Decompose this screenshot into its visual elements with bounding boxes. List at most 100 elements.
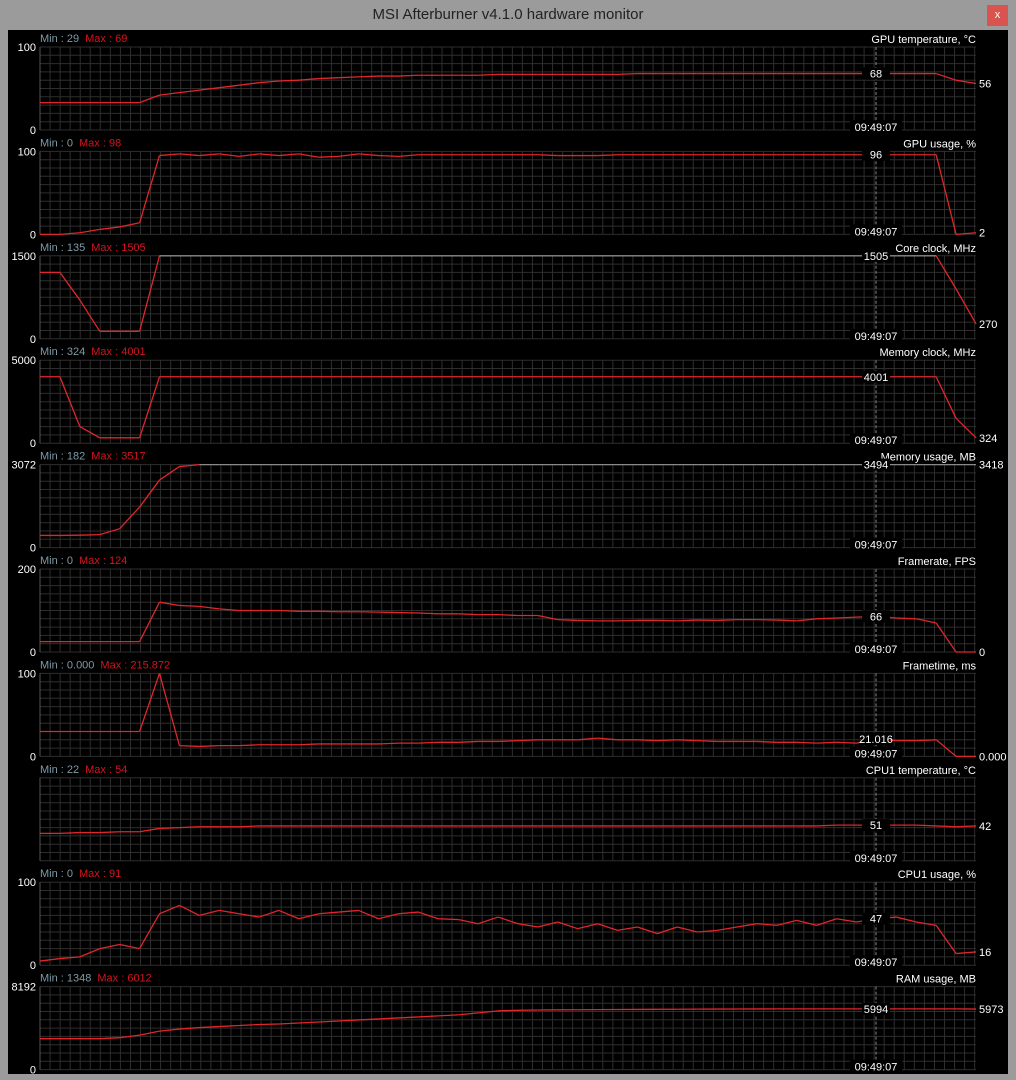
series-segment xyxy=(79,533,100,536)
series-segment xyxy=(239,913,260,918)
series-segment xyxy=(278,909,300,920)
series-segment xyxy=(955,79,977,85)
series-segment xyxy=(119,1034,140,1039)
series-segment xyxy=(358,153,379,157)
current-value: 0 xyxy=(979,647,985,659)
graph-title: CPU1 temperature, °C xyxy=(866,765,976,777)
time-label-bg xyxy=(850,537,902,550)
series-segment xyxy=(119,222,140,228)
series-segment xyxy=(836,741,857,744)
series-segment xyxy=(278,1022,299,1025)
series-segment xyxy=(935,924,957,954)
series-segment xyxy=(159,904,180,915)
series-segment xyxy=(159,153,180,157)
series-segment xyxy=(498,1009,518,1012)
series-segment xyxy=(158,673,181,746)
min-label: Min : 0 Max : 91 xyxy=(40,868,121,880)
min-value: Min : 0 xyxy=(40,555,73,567)
cursor-value: 21.016 xyxy=(859,734,893,746)
time-label-bg xyxy=(850,120,902,132)
axis-max-label: 100 xyxy=(18,668,36,680)
series-segment xyxy=(239,153,260,158)
series-segment xyxy=(358,75,379,78)
series-segment xyxy=(677,619,698,622)
series-segment xyxy=(498,614,518,617)
series-segment xyxy=(239,825,260,828)
series-segment xyxy=(219,153,240,158)
min-label: Min : 182 Max : 3517 xyxy=(40,451,146,463)
series-segment xyxy=(378,913,399,920)
series-segment xyxy=(935,72,957,81)
series-segment xyxy=(298,913,319,920)
series-segment xyxy=(219,909,240,915)
series-segment xyxy=(59,272,81,301)
series-segment xyxy=(139,913,161,949)
series-segment xyxy=(916,921,937,927)
hardware-monitor-graphs[interactable]: Min : 29 Max : 69 GPU temperature, °C 100 0 6… xyxy=(8,30,1008,1077)
series-segment xyxy=(956,951,977,955)
series-segment xyxy=(239,744,260,747)
graph-title: CPU1 usage, % xyxy=(898,869,976,881)
min-value: Min : 324 xyxy=(40,346,85,358)
series-segment xyxy=(138,255,161,332)
series-segment xyxy=(836,616,857,619)
series-segment xyxy=(418,612,439,615)
series-segment xyxy=(916,618,937,624)
series-segment xyxy=(338,909,359,913)
min-label: Min : 22 Max : 54 xyxy=(40,764,127,776)
series-segment xyxy=(677,739,698,742)
series-segment xyxy=(199,744,220,748)
min-label: Min : 0 Max : 98 xyxy=(40,137,121,149)
cursor-value: 96 xyxy=(870,150,882,162)
min-value: Min : 0 xyxy=(40,137,73,149)
min-value: Min : 1348 xyxy=(40,973,91,985)
title-bar[interactable]: MSI Afterburner v4.1.0 hardware monitor … xyxy=(0,0,1016,30)
series-segment xyxy=(159,92,180,96)
series-segment xyxy=(796,741,817,744)
series-segment xyxy=(358,1018,379,1021)
series-segment xyxy=(577,923,598,930)
series-segment xyxy=(139,1030,160,1036)
series-segment xyxy=(756,923,777,927)
cursor-value-bg xyxy=(862,1002,890,1015)
cursor-value-bg xyxy=(862,912,890,925)
graph-title: RAM usage, MB xyxy=(896,974,976,986)
series-segment xyxy=(896,916,917,923)
series-segment xyxy=(736,923,758,928)
series-segment xyxy=(557,921,578,930)
series-segment xyxy=(179,89,200,94)
series-segment xyxy=(955,417,977,439)
time-label: 09:49:07 xyxy=(855,226,898,238)
cursor-value: 66 xyxy=(870,611,882,623)
series-segment xyxy=(59,232,80,236)
series-segment xyxy=(537,614,558,621)
series-segment xyxy=(916,739,937,742)
series-segment xyxy=(298,77,319,81)
series-segment xyxy=(259,153,280,157)
series-segment xyxy=(398,74,419,77)
time-label-bg xyxy=(850,955,902,968)
series-segment xyxy=(159,826,180,830)
series-segment xyxy=(597,154,618,157)
series-segment xyxy=(79,228,100,234)
graphs-canvas[interactable]: Min : 29 Max : 69 GPU temperature, °C 100 0 6… xyxy=(8,30,1008,1077)
series-segment xyxy=(438,918,459,921)
series-segment xyxy=(955,288,977,325)
series-segment xyxy=(398,1016,419,1019)
min-label: Min : 29 Max : 69 xyxy=(40,33,127,45)
time-label: 09:49:07 xyxy=(855,540,898,552)
close-button[interactable]: x xyxy=(987,5,1008,26)
series-segment xyxy=(617,72,638,76)
series-segment xyxy=(796,919,817,926)
cursor-value: 47 xyxy=(870,914,882,926)
series-segment xyxy=(278,79,299,82)
axis-min-label: 0 xyxy=(30,229,36,241)
series-segment xyxy=(378,1017,399,1020)
series-segment xyxy=(756,740,777,743)
series-segment xyxy=(199,87,220,91)
series-segment xyxy=(458,1012,479,1016)
min-value: Min : 22 xyxy=(40,764,79,776)
series-segment xyxy=(99,528,120,536)
time-label: 09:49:07 xyxy=(855,1062,898,1074)
series-segment xyxy=(935,154,957,235)
